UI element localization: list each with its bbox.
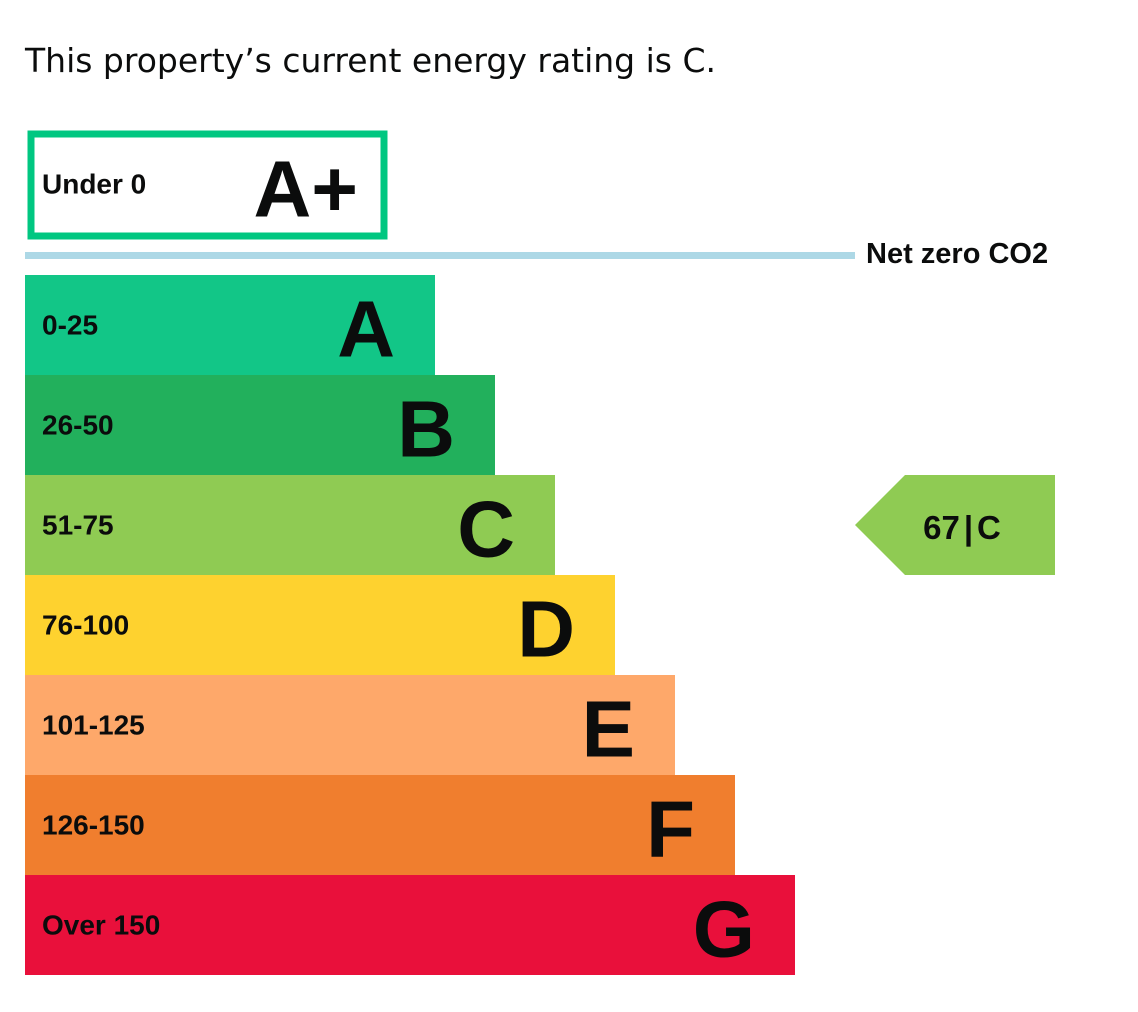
current-rating-label: 67 | C [923, 509, 1001, 546]
band-a-bar [25, 275, 435, 375]
current-rating-score: 67 [923, 509, 960, 546]
band-b-letter: B [397, 385, 455, 474]
top-band-box [27, 130, 388, 240]
band-b-range: 26-50 [42, 410, 114, 441]
top-band-a-plus: Under 0 A+ [27, 130, 388, 240]
band-e-bar [25, 675, 675, 775]
band-d-letter: D [517, 585, 575, 674]
band-a-range: 0-25 [42, 310, 98, 341]
current-rating-separator: | [964, 509, 973, 546]
band-g-bar [25, 875, 795, 975]
net-zero-marker: Net zero CO2 [25, 238, 1048, 270]
band-d-bar [25, 575, 615, 675]
current-rating-arrow [855, 475, 1055, 575]
band-e-range: 101-125 [42, 710, 145, 741]
band-f-letter: F [646, 785, 695, 874]
band-f-range: 126-150 [42, 810, 145, 841]
band-g-letter: G [693, 885, 755, 974]
band-g-range: Over 150 [42, 910, 160, 941]
band-e-letter: E [582, 685, 635, 774]
band-c-letter: C [457, 485, 515, 574]
band-c-bar [25, 475, 555, 575]
current-rating-band: C [977, 509, 1001, 546]
band-c-range: 51-75 [42, 510, 114, 541]
current-rating-pointer: 67 | C [855, 475, 1055, 575]
net-zero-label: Net zero CO2 [866, 238, 1048, 270]
band-f-bar [25, 775, 735, 875]
rating-summary: This property’s current energy rating is… [25, 41, 717, 80]
net-zero-line [25, 252, 855, 259]
band-d-range: 76-100 [42, 610, 129, 641]
top-band-range: Under 0 [42, 169, 146, 200]
rating-bands: 0-25 A 26-50 B 51-75 C 76-100 D 101-125 E 126-150 F… [25, 275, 795, 975]
band-a-letter: A [337, 285, 395, 374]
band-b-bar [25, 375, 495, 475]
top-band-letter: A+ [254, 145, 359, 234]
